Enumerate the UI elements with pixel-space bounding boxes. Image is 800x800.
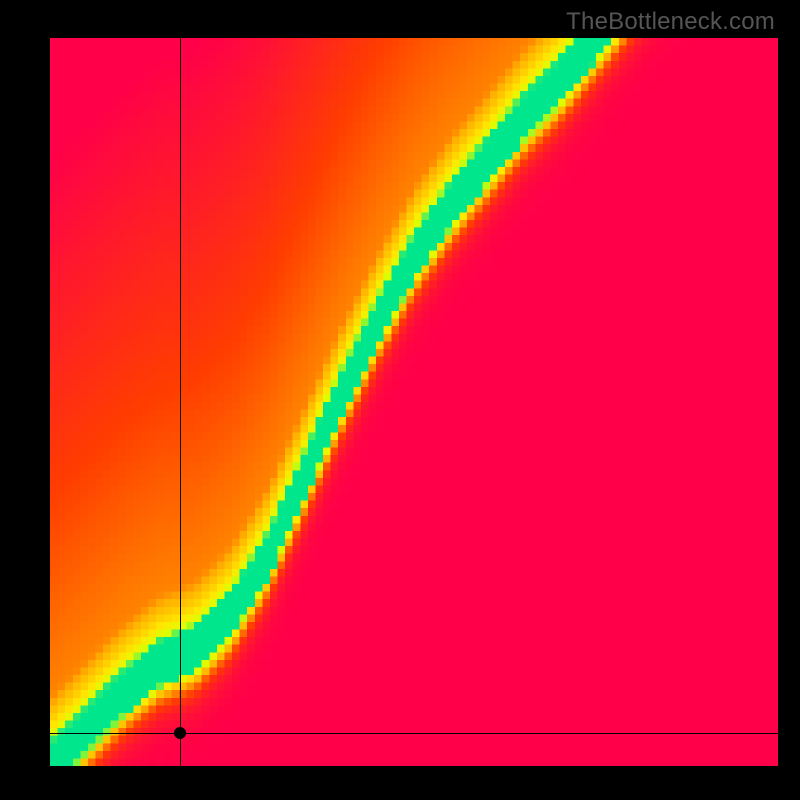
chart-container: TheBottleneck.com xyxy=(0,0,800,800)
bottleneck-heatmap xyxy=(50,38,778,766)
crosshair-horizontal xyxy=(50,733,778,734)
selected-point-marker xyxy=(174,727,186,739)
crosshair-vertical xyxy=(180,38,181,766)
watermark-label: TheBottleneck.com xyxy=(566,8,775,36)
